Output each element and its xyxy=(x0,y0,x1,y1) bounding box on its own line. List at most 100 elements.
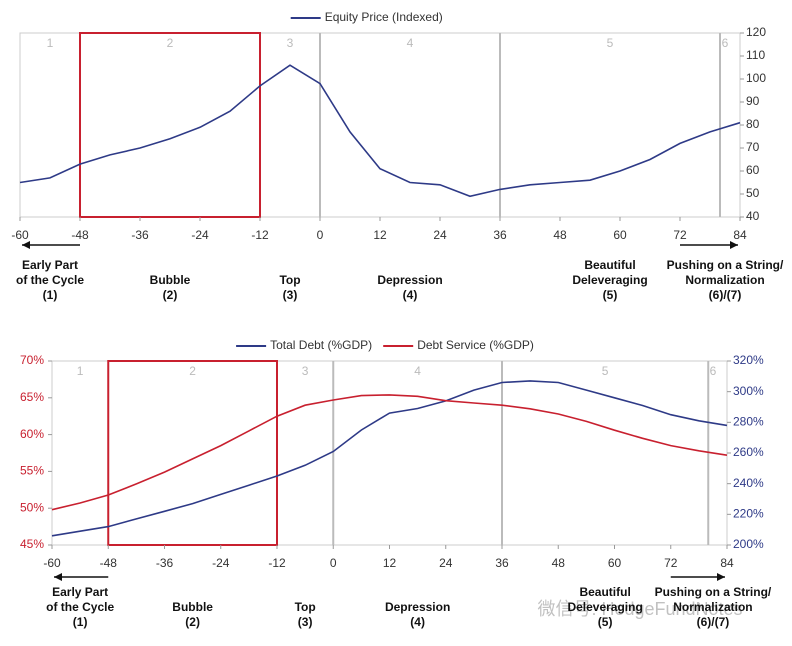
x-tick-label: -12 xyxy=(268,556,286,570)
x-tick-label: 24 xyxy=(433,228,447,242)
x-tick-label: -24 xyxy=(212,556,230,570)
x-tick-label: 0 xyxy=(330,556,337,570)
y-tick-label: 65% xyxy=(20,390,44,404)
y-tick-label: 80 xyxy=(746,117,760,131)
phase-label: Top xyxy=(295,600,316,614)
y-tick-label: 60 xyxy=(746,163,760,177)
phase-label: (3) xyxy=(283,288,298,302)
y-tick-label: 90 xyxy=(746,94,760,108)
phase-label: Early Part xyxy=(52,585,108,599)
phase-label: Early Part xyxy=(22,258,78,272)
phase-label: (2) xyxy=(163,288,178,302)
phase-number: 5 xyxy=(607,36,614,50)
phase-label: of the Cycle xyxy=(16,273,84,287)
phase-label: Pushing on a String/ xyxy=(655,585,772,599)
y-tick-label: 200% xyxy=(733,537,764,551)
phase-label: (5) xyxy=(603,288,618,302)
phase-label: (5) xyxy=(598,615,613,629)
x-tick-label: -36 xyxy=(156,556,174,570)
y-tick-label: 60% xyxy=(20,427,44,441)
arrow-head xyxy=(730,241,738,249)
phase-label: (4) xyxy=(403,288,418,302)
phase-number: 6 xyxy=(722,36,729,50)
y-tick-label: 50 xyxy=(746,186,760,200)
y-tick-label: 70% xyxy=(20,353,44,367)
phase-label: (4) xyxy=(410,615,425,629)
x-tick-label: 36 xyxy=(495,556,509,570)
phase-label: Beautiful xyxy=(579,585,630,599)
y-tick-label: 70 xyxy=(746,140,760,154)
y-tick-label: 220% xyxy=(733,507,764,521)
y-tick-label: 260% xyxy=(733,445,764,459)
phase-number: 3 xyxy=(302,364,309,378)
phase-label: Normalization xyxy=(685,273,764,287)
x-tick-label: 12 xyxy=(383,556,397,570)
phase-label: Bubble xyxy=(172,600,213,614)
y-tick-label: 45% xyxy=(20,537,44,551)
x-tick-label: 48 xyxy=(552,556,566,570)
phase-number: 6 xyxy=(710,364,717,378)
phase-label: (3) xyxy=(298,615,313,629)
phase-label: Top xyxy=(279,273,300,287)
phase-number: 2 xyxy=(189,364,196,378)
x-tick-label: 12 xyxy=(373,228,387,242)
x-tick-label: -48 xyxy=(100,556,118,570)
phase-number: 5 xyxy=(602,364,609,378)
phase-label: Beautiful xyxy=(584,258,635,272)
phase-number: 2 xyxy=(167,36,174,50)
legend-label: Total Debt (%GDP) xyxy=(270,338,372,352)
phase-label: (2) xyxy=(185,615,200,629)
phase-label: of the Cycle xyxy=(46,600,114,614)
y-tick-label: 280% xyxy=(733,415,764,429)
phase-label: Deleveraging xyxy=(567,600,642,614)
phase-label: Depression xyxy=(385,600,450,614)
x-tick-label: -12 xyxy=(251,228,269,242)
x-tick-label: 60 xyxy=(608,556,622,570)
phase-number: 3 xyxy=(287,36,294,50)
x-tick-label: -60 xyxy=(11,228,29,242)
legend-label: Debt Service (%GDP) xyxy=(417,338,534,352)
plot-frame xyxy=(51,360,728,546)
x-tick-label: 24 xyxy=(439,556,453,570)
arrow-head xyxy=(54,573,62,581)
phase-label: (1) xyxy=(43,288,58,302)
x-tick-label: 84 xyxy=(733,228,747,242)
x-tick-label: 36 xyxy=(493,228,507,242)
phase-label: Normalization xyxy=(673,600,752,614)
plot-frame xyxy=(19,32,741,218)
series-line xyxy=(51,394,728,511)
phase-label: Bubble xyxy=(150,273,191,287)
phase-label: Deleveraging xyxy=(572,273,647,287)
phase-label: (6)/(7) xyxy=(709,288,742,302)
y-tick-label: 100 xyxy=(746,71,766,85)
x-tick-label: -24 xyxy=(191,228,209,242)
phase-label: (6)/(7) xyxy=(697,615,730,629)
x-tick-label: -36 xyxy=(131,228,149,242)
phase-label: Depression xyxy=(377,273,442,287)
x-tick-label: -60 xyxy=(43,556,61,570)
highlight-box xyxy=(107,360,278,546)
x-tick-label: 48 xyxy=(553,228,567,242)
series-line xyxy=(19,64,741,198)
y-tick-label: 120 xyxy=(746,25,766,39)
phase-number: 4 xyxy=(407,36,414,50)
arrow-head xyxy=(22,241,30,249)
x-tick-label: 84 xyxy=(720,556,734,570)
y-tick-label: 240% xyxy=(733,476,764,490)
highlight-box xyxy=(79,32,261,218)
phase-number: 1 xyxy=(47,36,54,50)
watermark: 微信号: HedgeFundNotes xyxy=(537,599,742,619)
phase-number: 4 xyxy=(414,364,421,378)
x-tick-label: -48 xyxy=(71,228,89,242)
series-line xyxy=(51,380,728,537)
arrow-head xyxy=(717,573,725,581)
y-tick-label: 320% xyxy=(733,353,764,367)
phase-label: (1) xyxy=(73,615,88,629)
phase-label: Pushing on a String/ xyxy=(667,258,784,272)
x-tick-label: 72 xyxy=(664,556,678,570)
x-tick-label: 0 xyxy=(317,228,324,242)
y-tick-label: 55% xyxy=(20,464,44,478)
legend-label: Equity Price (Indexed) xyxy=(325,10,443,24)
y-tick-label: 110 xyxy=(746,48,765,62)
